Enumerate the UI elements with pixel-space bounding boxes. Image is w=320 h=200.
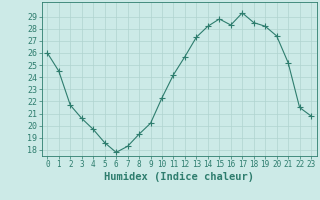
X-axis label: Humidex (Indice chaleur): Humidex (Indice chaleur) xyxy=(104,172,254,182)
